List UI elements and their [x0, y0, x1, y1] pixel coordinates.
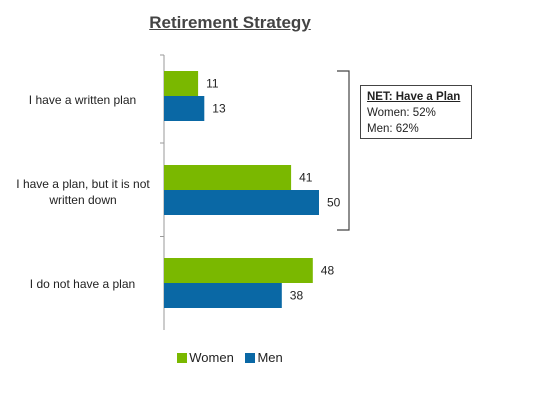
data-label-women-0: 11	[206, 77, 219, 91]
legend: Women Men	[0, 350, 460, 365]
category-label-1: I have a plan, but it is not written dow…	[16, 177, 150, 207]
data-label-women-1: 41	[299, 171, 313, 185]
net-bracket	[337, 70, 350, 231]
data-label-men-2: 38	[290, 289, 304, 303]
legend-label-women: Women	[189, 350, 234, 365]
category-label-0: I have a written plan	[28, 93, 137, 107]
category-label-2: I do not have a plan	[29, 277, 136, 291]
bar-women-1	[164, 165, 292, 190]
net-annotation-title: NET: Have a Plan	[367, 91, 461, 103]
legend-item-men: Men	[245, 350, 283, 365]
data-label-men-0: 13	[212, 102, 226, 116]
legend-swatch-men	[245, 353, 256, 363]
bar-men-0	[164, 96, 205, 121]
net-annotation-men: Men: 62%	[367, 123, 419, 135]
net-annotation-box: NET: Have a Plan Women: 52% Men: 62%	[360, 85, 472, 139]
chart-title: Retirement Strategy	[149, 13, 311, 32]
bar-women-0	[164, 71, 199, 96]
legend-item-women: Women	[177, 350, 234, 365]
bar-women-2	[164, 258, 313, 283]
data-label-men-1: 50	[327, 196, 341, 210]
legend-label-men: Men	[257, 350, 283, 365]
legend-swatch-women	[177, 353, 188, 363]
bar-men-2	[164, 283, 282, 308]
net-annotation-women: Women: 52%	[367, 107, 436, 119]
bar-men-1	[164, 190, 319, 215]
data-label-women-2: 48	[321, 264, 335, 278]
